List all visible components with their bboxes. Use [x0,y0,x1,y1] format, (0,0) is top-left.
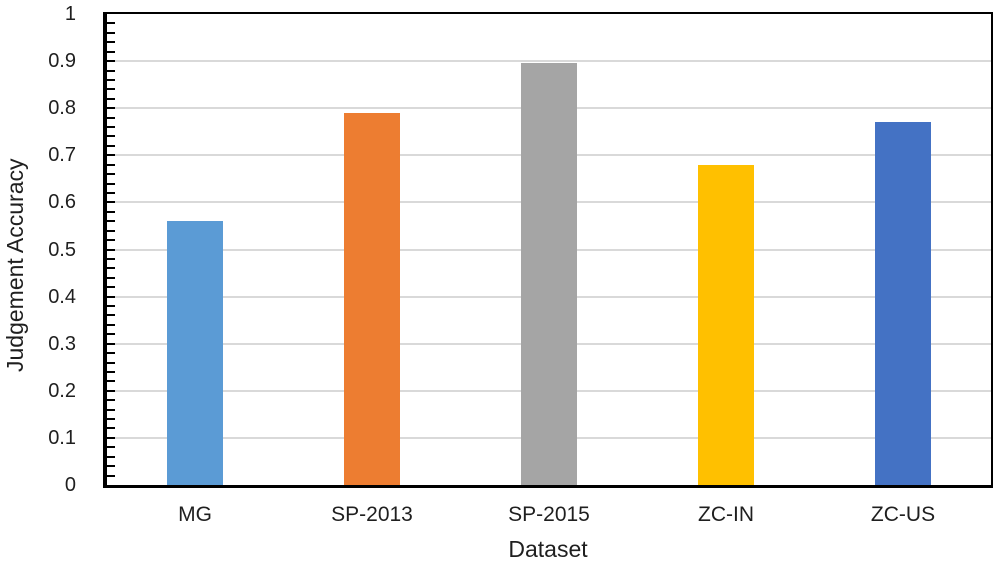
y-axis-tick-mark [107,267,115,270]
y-axis-tick-mark [107,342,115,345]
y-axis-tick-mark [107,97,115,100]
y-tick-label-0.3: 0.3 [48,333,76,355]
x-tick-label-MG: MG [178,503,212,526]
y-axis-tick-mark [107,107,115,110]
y-axis-tick-mark [107,248,115,251]
y-axis-tick-mark [107,333,115,336]
y-axis-tick-mark [107,427,115,430]
y-axis-tick-mark [107,173,115,176]
y-axis-tick-mark [107,465,115,468]
y-axis-tick-mark [107,31,115,34]
x-tick-label-SP-2013: SP-2013 [331,503,413,526]
y-tick-label-0.6: 0.6 [48,191,76,213]
y-axis-tick-mark [107,370,115,373]
bar-ZC-US [875,122,931,485]
x-axis-title: Dataset [508,536,588,562]
bar-ZC-IN [698,165,754,485]
y-axis-tick-mark [107,201,115,204]
y-tick-label-0.8: 0.8 [48,97,76,119]
y-tick-label-0.4: 0.4 [48,286,76,308]
gridline [107,60,991,63]
y-axis-tick-mark [107,126,115,129]
y-axis-tick-mark [107,314,115,317]
y-axis-tick-mark [107,220,115,223]
x-tick-label-ZC-IN: ZC-IN [698,503,754,526]
y-axis-tick-mark [107,295,115,298]
y-axis-tick-mark [107,69,115,72]
bar-SP-2015 [521,63,577,485]
y-axis-tick-mark [107,182,115,185]
y-axis-tick-mark [107,116,115,119]
y-axis-tick-mark [107,257,115,260]
y-tick-label-0: 0 [64,474,76,496]
y-axis-tick-mark [107,276,115,279]
y-tick-label-0.1: 0.1 [48,427,76,449]
y-tick-label-0.7: 0.7 [48,144,76,166]
y-axis-tick-mark [107,60,115,63]
y-axis-tick-mark [107,191,115,194]
x-tick-label-ZC-US: ZC-US [870,503,936,526]
plot-area [103,12,993,488]
y-axis-tick-mark [107,229,115,232]
y-axis-tick-mark [107,474,115,477]
y-axis-tick-mark [107,399,115,402]
y-axis-tick-mark [107,323,115,326]
bar-MG [167,221,223,485]
x-tick-label-SP-2015: SP-2015 [508,503,590,526]
y-axis-tick-mark [107,239,115,242]
y-axis-tick-mark [107,144,115,147]
y-axis-tick-mark [107,446,115,449]
y-axis-tick-mark [107,22,115,25]
y-tick-label-1: 1 [64,3,76,25]
y-axis-tick-mark [107,50,115,53]
y-axis-tick-mark [107,210,115,213]
y-axis-tick-mark [107,78,115,81]
y-tick-label-0.5: 0.5 [48,239,76,261]
y-axis-tick-mark [107,88,115,91]
y-axis-tick-mark [107,380,115,383]
y-axis-tick-mark [107,41,115,44]
bar-SP-2013 [344,113,400,485]
y-tick-label-0.9: 0.9 [48,50,76,72]
y-axis-tick-mark [107,163,115,166]
y-tick-label-0.2: 0.2 [48,380,76,402]
y-axis-tick-mark [107,455,115,458]
y-axis-tick-mark [107,286,115,289]
y-axis-tick-mark [107,436,115,439]
y-axis-tick-mark [107,361,115,364]
y-axis-tick-mark [107,389,115,392]
y-axis-tick-mark [107,154,115,157]
y-axis-tick-mark [107,305,115,308]
y-axis-tick-mark [107,418,115,421]
y-axis-tick-mark [107,352,115,355]
y-axis-tick-mark [107,135,115,138]
y-axis-tick-mark [107,408,115,411]
